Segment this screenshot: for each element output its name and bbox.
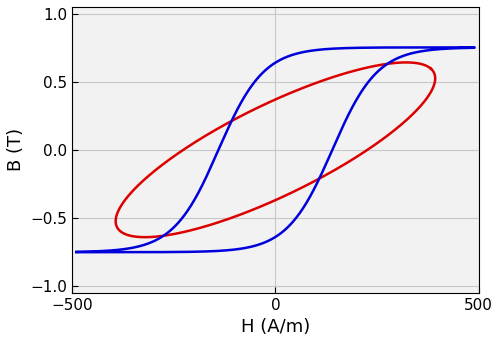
Y-axis label: B (T): B (T) <box>7 128 25 172</box>
X-axis label: H (A/m): H (A/m) <box>241 318 310 336</box>
